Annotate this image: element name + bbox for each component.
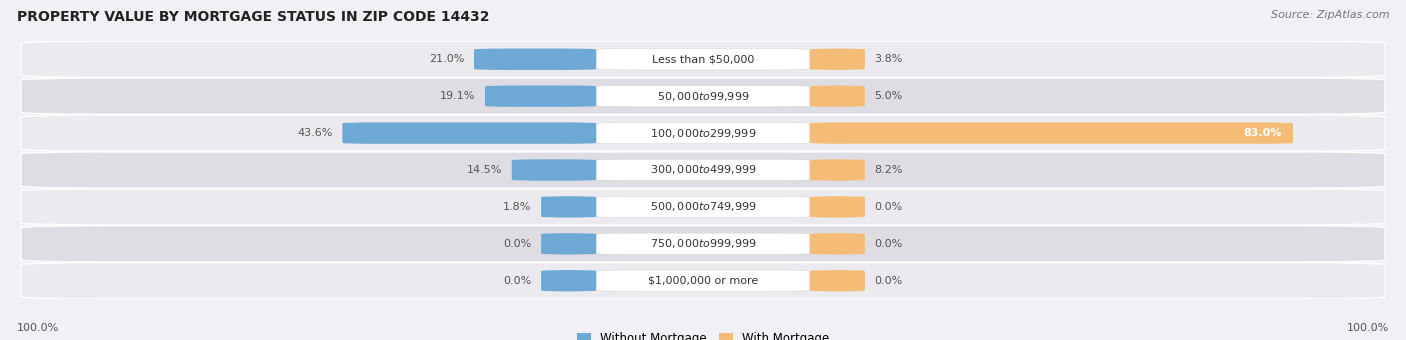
Text: PROPERTY VALUE BY MORTGAGE STATUS IN ZIP CODE 14432: PROPERTY VALUE BY MORTGAGE STATUS IN ZIP… (17, 10, 489, 24)
FancyBboxPatch shape (21, 115, 1385, 151)
Text: $300,000 to $499,999: $300,000 to $499,999 (650, 164, 756, 176)
FancyBboxPatch shape (596, 49, 810, 70)
Text: 83.0%: 83.0% (1243, 128, 1282, 138)
FancyBboxPatch shape (541, 270, 596, 291)
Text: 1.8%: 1.8% (503, 202, 531, 212)
FancyBboxPatch shape (810, 85, 865, 107)
Text: Less than $50,000: Less than $50,000 (652, 54, 754, 64)
FancyBboxPatch shape (810, 122, 1294, 144)
Text: 0.0%: 0.0% (503, 239, 531, 249)
FancyBboxPatch shape (810, 270, 865, 291)
FancyBboxPatch shape (810, 159, 865, 181)
FancyBboxPatch shape (21, 263, 1385, 299)
Text: $500,000 to $749,999: $500,000 to $749,999 (650, 200, 756, 214)
Legend: Without Mortgage, With Mortgage: Without Mortgage, With Mortgage (572, 328, 834, 340)
FancyBboxPatch shape (21, 189, 1385, 225)
Text: 8.2%: 8.2% (875, 165, 903, 175)
FancyBboxPatch shape (596, 122, 810, 144)
Text: Source: ZipAtlas.com: Source: ZipAtlas.com (1271, 10, 1389, 20)
Text: 14.5%: 14.5% (467, 165, 502, 175)
FancyBboxPatch shape (810, 49, 865, 70)
Text: 0.0%: 0.0% (875, 202, 903, 212)
Text: 5.0%: 5.0% (875, 91, 903, 101)
Text: 43.6%: 43.6% (298, 128, 333, 138)
Text: 0.0%: 0.0% (875, 239, 903, 249)
Text: 19.1%: 19.1% (440, 91, 475, 101)
FancyBboxPatch shape (596, 233, 810, 255)
Text: 0.0%: 0.0% (503, 276, 531, 286)
FancyBboxPatch shape (596, 159, 810, 181)
FancyBboxPatch shape (343, 122, 596, 144)
Text: 100.0%: 100.0% (17, 323, 59, 333)
FancyBboxPatch shape (810, 196, 865, 218)
FancyBboxPatch shape (21, 226, 1385, 262)
Text: $750,000 to $999,999: $750,000 to $999,999 (650, 237, 756, 250)
Text: 3.8%: 3.8% (875, 54, 903, 64)
FancyBboxPatch shape (21, 41, 1385, 77)
Text: 100.0%: 100.0% (1347, 323, 1389, 333)
FancyBboxPatch shape (485, 85, 596, 107)
FancyBboxPatch shape (541, 233, 596, 255)
FancyBboxPatch shape (21, 78, 1385, 114)
FancyBboxPatch shape (596, 85, 810, 107)
FancyBboxPatch shape (21, 152, 1385, 188)
Text: $50,000 to $99,999: $50,000 to $99,999 (657, 90, 749, 103)
FancyBboxPatch shape (512, 159, 596, 181)
FancyBboxPatch shape (474, 49, 596, 70)
FancyBboxPatch shape (541, 196, 596, 218)
FancyBboxPatch shape (596, 196, 810, 218)
FancyBboxPatch shape (596, 270, 810, 291)
FancyBboxPatch shape (810, 233, 865, 255)
Text: $100,000 to $299,999: $100,000 to $299,999 (650, 126, 756, 140)
Text: $1,000,000 or more: $1,000,000 or more (648, 276, 758, 286)
Text: 21.0%: 21.0% (429, 54, 464, 64)
Text: 0.0%: 0.0% (875, 276, 903, 286)
